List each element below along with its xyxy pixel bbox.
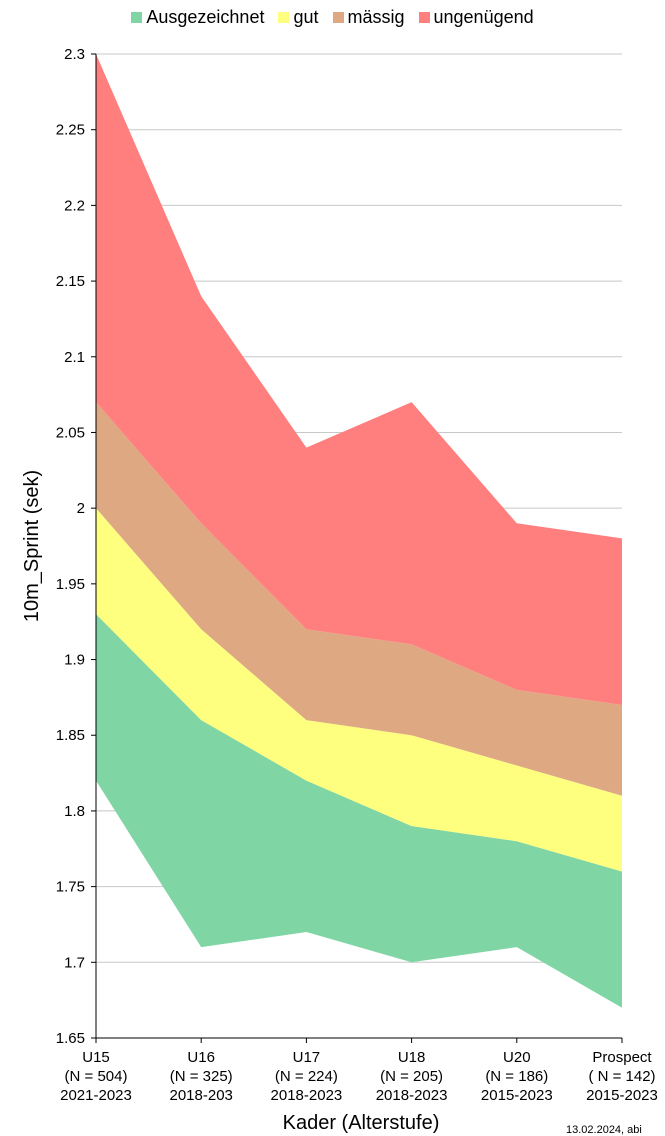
area-band-ausgezeichnet xyxy=(96,614,622,1008)
y-tick-label: 1.75 xyxy=(56,879,85,896)
y-tick-label: 2.25 xyxy=(56,122,85,139)
date-stamp: 13.02.2024, abi xyxy=(566,1124,642,1136)
y-tick-label: 1.7 xyxy=(64,954,85,971)
legend-swatch xyxy=(278,11,290,23)
x-axis-title: Kader (Alterstufe) xyxy=(283,1112,440,1134)
y-tick-label: 2.05 xyxy=(56,424,85,441)
legend-item: mässig xyxy=(332,6,405,28)
y-tick-label: 2.15 xyxy=(56,273,85,290)
chart-legend: Ausgezeichnet gut mässig ungenügend xyxy=(0,4,665,30)
x-tick-label: U18 (N = 205) 2018-2023 xyxy=(376,1049,448,1104)
legend-item: gut xyxy=(278,6,319,28)
x-tick-label: U20 (N = 186) 2015-2023 xyxy=(481,1049,553,1104)
x-tick-label: U17 (N = 224) 2018-2023 xyxy=(271,1049,343,1104)
x-tick-label: Prospect( N = 142) 2015-2023 xyxy=(586,1049,658,1104)
area-band-ungenügend xyxy=(96,54,622,705)
legend-swatch xyxy=(332,11,344,23)
y-tick-label: 2.1 xyxy=(64,349,85,366)
area-band-mässig xyxy=(96,402,622,796)
legend-item: Ausgezeichnet xyxy=(131,7,264,28)
y-tick-label: 1.9 xyxy=(64,652,85,669)
legend-label: ungenügend xyxy=(433,6,534,27)
legend-swatch xyxy=(418,11,430,23)
y-tick-label: 1.95 xyxy=(56,576,85,593)
y-tick-label: 1.8 xyxy=(64,803,85,820)
legend-label: mässig xyxy=(347,6,405,27)
y-tick-label: 2.3 xyxy=(64,46,85,63)
legend-label: Ausgezeichnet xyxy=(146,6,265,27)
y-tick-label: 2 xyxy=(77,500,85,517)
y-tick-label: 2.2 xyxy=(64,197,85,214)
y-tick-label: 1.85 xyxy=(56,727,85,744)
y-axis-title: 10m_Sprint (sek) xyxy=(21,470,43,622)
legend-item: ungenügend xyxy=(418,6,534,28)
area-band-gut xyxy=(96,508,622,872)
legend-swatch xyxy=(131,11,143,23)
x-tick-label: U15 (N = 504) 2021-2023 xyxy=(60,1049,132,1104)
legend-label: gut xyxy=(293,6,319,27)
x-tick-label: U16 (N = 325) 2018-203 xyxy=(169,1049,232,1104)
y-tick-label: 1.65 xyxy=(56,1030,85,1047)
